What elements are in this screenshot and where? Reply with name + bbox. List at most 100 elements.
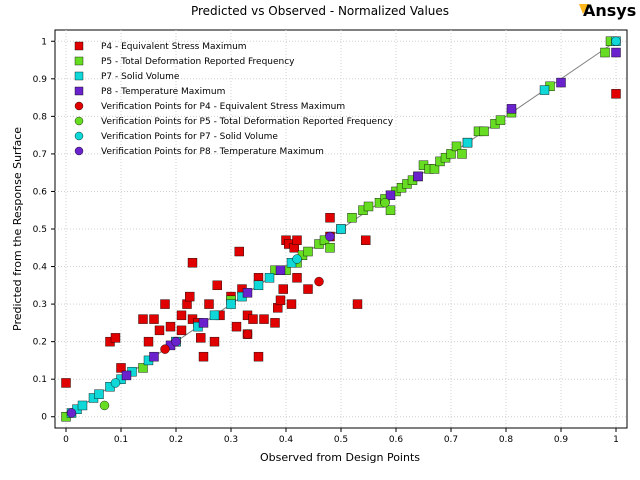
design-point xyxy=(611,89,621,99)
legend-circle-marker xyxy=(74,116,84,126)
design-point xyxy=(451,141,462,152)
ansys-logo: Ansys xyxy=(579,1,636,20)
series-5 xyxy=(99,198,390,411)
design-point xyxy=(176,325,187,336)
series-3 xyxy=(121,47,621,381)
y-axis-ticks: 0 0.1 0.2 0.3 0.4 0.5 0.6 0.7 0.8 0.9 1 xyxy=(33,37,55,423)
y-tick-label: 0.5 xyxy=(33,225,47,235)
y-tick-label: 0 xyxy=(41,413,47,423)
legend-label: Verification Points for P5 - Total Defor… xyxy=(101,117,394,127)
design-point xyxy=(248,314,258,324)
x-tick-label: 1 xyxy=(613,435,619,445)
legend-item: P7 - Solid Volume xyxy=(74,71,180,82)
design-point xyxy=(121,370,132,381)
design-point xyxy=(209,310,220,321)
logo-text: Ansys xyxy=(583,1,636,20)
legend-square-marker xyxy=(74,56,84,66)
y-tick-label: 0.8 xyxy=(33,112,48,122)
design-point xyxy=(154,325,165,336)
design-point xyxy=(138,363,148,373)
legend-square-marker xyxy=(74,71,84,81)
design-point xyxy=(336,224,346,234)
legend-label: P5 - Total Deformation Reported Frequenc… xyxy=(101,57,295,67)
design-point xyxy=(270,318,280,328)
design-point xyxy=(385,205,396,215)
verification-point xyxy=(171,336,181,347)
x-tick-label: 0.8 xyxy=(499,435,514,445)
design-point xyxy=(325,213,335,223)
verification-point xyxy=(380,198,390,208)
legend-item: Verification Points for P7 - Solid Volum… xyxy=(74,131,278,142)
design-point xyxy=(292,235,302,245)
y-tick-label: 1 xyxy=(41,37,47,47)
design-point xyxy=(149,351,159,362)
legend-item: Verification Points for P4 - Equivalent … xyxy=(74,101,345,112)
design-point xyxy=(539,85,550,95)
design-point xyxy=(556,77,566,88)
design-point xyxy=(479,126,489,137)
design-point xyxy=(242,288,253,298)
design-point xyxy=(457,149,467,159)
design-point xyxy=(259,314,269,324)
verification-point xyxy=(160,344,170,354)
design-point xyxy=(209,336,220,347)
verification-point xyxy=(110,378,121,388)
design-point xyxy=(325,243,335,253)
design-point xyxy=(185,291,195,302)
series-6 xyxy=(110,36,621,388)
legend-label: P8 - Temperature Maximum xyxy=(101,87,225,97)
design-point xyxy=(446,149,456,159)
legend: P4 - Equivalent Stress Maximum P5 - Total… xyxy=(74,41,394,157)
design-point xyxy=(160,299,170,309)
design-point xyxy=(264,273,275,283)
design-point xyxy=(462,137,473,148)
design-point xyxy=(204,299,214,309)
verification-point xyxy=(99,400,110,411)
design-point xyxy=(234,246,244,257)
x-axis-label: Observed from Design Points xyxy=(260,451,420,464)
x-tick-label: 0.2 xyxy=(169,435,183,445)
legend-label: P4 - Equivalent Stress Maximum xyxy=(101,42,247,52)
design-point xyxy=(600,47,610,58)
legend-label: Verification Points for P7 - Solid Volum… xyxy=(101,132,278,142)
design-point xyxy=(385,190,396,200)
design-point xyxy=(116,363,126,373)
verification-point xyxy=(66,408,77,418)
design-point xyxy=(94,389,104,399)
legend-circle-marker xyxy=(74,131,84,141)
design-point xyxy=(363,201,374,212)
y-tick-label: 0.6 xyxy=(33,187,48,197)
design-point xyxy=(495,115,506,125)
x-tick-label: 0.6 xyxy=(389,435,404,445)
design-point xyxy=(196,333,206,343)
y-axis-label: Predicted from the Response Surface xyxy=(11,127,24,331)
y-tick-label: 0.3 xyxy=(33,300,47,310)
legend-item: P8 - Temperature Maximum xyxy=(74,86,225,97)
verification-point xyxy=(314,276,324,287)
design-point xyxy=(352,299,363,309)
y-tick-label: 0.7 xyxy=(33,150,47,160)
x-tick-label: 0.4 xyxy=(279,435,294,445)
legend-item: Verification Points for P5 - Total Defor… xyxy=(74,116,394,127)
design-point xyxy=(187,258,198,268)
design-point xyxy=(198,318,209,328)
legend-label: Verification Points for P4 - Equivalent … xyxy=(101,102,345,112)
y-tick-label: 0.9 xyxy=(33,75,48,85)
design-point xyxy=(253,280,264,291)
x-tick-label: 0.3 xyxy=(224,435,238,445)
x-tick-label: 0.1 xyxy=(114,435,128,445)
design-point xyxy=(253,351,264,362)
design-point xyxy=(77,400,88,411)
design-point xyxy=(149,314,159,324)
design-point xyxy=(212,280,222,291)
design-point xyxy=(506,104,517,114)
design-point xyxy=(303,284,313,294)
design-point xyxy=(413,171,423,182)
design-point xyxy=(347,213,357,223)
design-point xyxy=(143,336,154,347)
design-point xyxy=(138,314,148,324)
verification-point xyxy=(611,36,621,46)
data-points xyxy=(61,36,621,422)
legend-label: Verification Points for P8 - Temperature… xyxy=(101,147,324,157)
